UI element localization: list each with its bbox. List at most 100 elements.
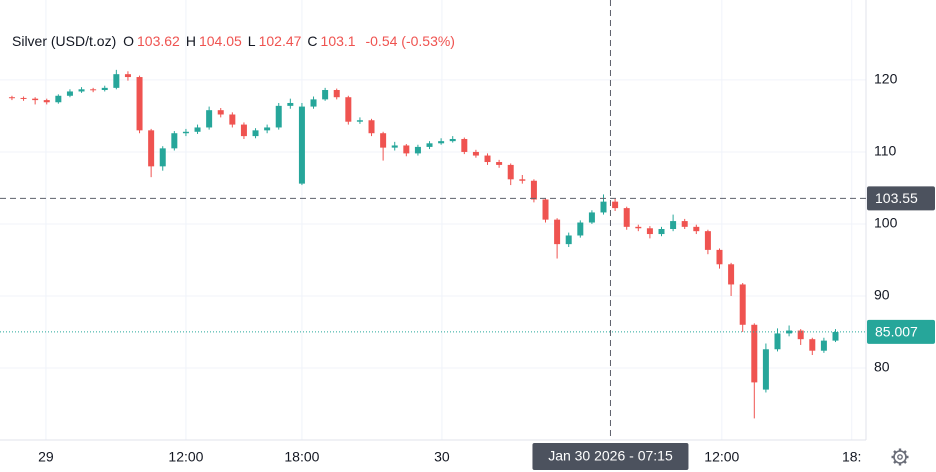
candle-body xyxy=(612,201,619,209)
crosshair-time-label: Jan 30 2026 - 07:15 xyxy=(548,448,673,464)
candle-body xyxy=(461,138,468,152)
candle-body xyxy=(635,226,642,229)
candle-body xyxy=(368,120,375,134)
candle-body xyxy=(438,141,445,144)
candle-body xyxy=(252,130,259,137)
candle-body xyxy=(658,229,665,235)
candle-body xyxy=(670,221,677,230)
candle-body xyxy=(832,331,839,341)
candle-body xyxy=(426,143,433,147)
candle-body xyxy=(159,148,166,167)
candle-body xyxy=(78,89,85,92)
x-tick-label: 12:00 xyxy=(704,449,739,465)
candle-body xyxy=(751,324,758,383)
candle-body xyxy=(809,339,816,351)
candle-body xyxy=(345,97,352,122)
legend-title: Silver (USD/t.oz) xyxy=(12,33,117,49)
candle-body xyxy=(113,74,120,88)
candle-body xyxy=(577,222,584,236)
candle-body xyxy=(229,114,236,125)
candle-body xyxy=(124,74,131,78)
candle-body xyxy=(240,124,247,137)
ohlc-key: L xyxy=(247,33,256,49)
x-tick-label: 29 xyxy=(38,449,54,465)
candle-body xyxy=(380,133,387,148)
x-tick-label: 30 xyxy=(434,449,450,465)
legend: Silver (USD/t.oz) O 103.62 H 104.05 L 102.47 C… xyxy=(12,33,461,49)
candle-body xyxy=(588,212,595,223)
candles xyxy=(8,69,839,419)
ohlc-key: H xyxy=(185,33,196,49)
candle-body xyxy=(449,138,456,142)
candle-body xyxy=(287,102,294,106)
candle-body xyxy=(356,120,363,122)
candle-body xyxy=(565,235,572,245)
candle-body xyxy=(90,89,97,91)
candle-body xyxy=(171,133,178,149)
candle-body xyxy=(623,208,630,227)
candle-body xyxy=(148,130,155,167)
candle-body xyxy=(55,95,62,103)
candle-body xyxy=(217,110,224,115)
candle-body xyxy=(496,162,503,165)
candle-body xyxy=(101,87,108,91)
candle-body xyxy=(542,199,549,220)
candle-body xyxy=(554,219,561,245)
x-tick-label: 12:00 xyxy=(168,449,203,465)
candle-body xyxy=(310,99,317,107)
candle-body xyxy=(820,340,827,351)
candle-body xyxy=(704,231,711,250)
y-tick-label: 120 xyxy=(874,71,898,87)
candle-body xyxy=(391,145,398,148)
candle-body xyxy=(194,127,201,132)
candle-body xyxy=(762,349,769,390)
x-tick-label: 18:00 xyxy=(284,449,319,465)
candle-body xyxy=(600,201,607,213)
candle-body xyxy=(264,127,271,131)
candle-body xyxy=(693,226,700,232)
candle-body xyxy=(530,180,537,200)
candle-body xyxy=(136,77,143,131)
y-tick-label: 80 xyxy=(874,359,890,375)
y-tick-label: 100 xyxy=(874,215,898,231)
ohlc-value: 104.05 xyxy=(198,33,242,49)
candle-body xyxy=(275,105,282,128)
ohlc-value: 102.47 xyxy=(258,33,302,49)
candle-body xyxy=(414,146,421,154)
candle-body xyxy=(182,131,189,134)
y-tick-label: 90 xyxy=(874,287,890,303)
y-tick-label: 110 xyxy=(874,143,897,159)
candle-body xyxy=(322,90,329,100)
settings-icon[interactable] xyxy=(891,448,909,466)
ohlc-values: O 103.62 H 104.05 L 102.47 C 103.1 xyxy=(123,33,361,49)
candle-body xyxy=(797,330,804,340)
candle-body xyxy=(403,145,410,154)
candle-body xyxy=(739,284,746,325)
candle-body xyxy=(507,164,514,180)
candle-body xyxy=(716,249,723,265)
candle-body xyxy=(20,97,27,99)
candle-body xyxy=(333,90,340,98)
ohlc-key: O xyxy=(123,33,135,49)
last-price-badge xyxy=(867,319,935,344)
change-label: -0.54 (-0.53%) xyxy=(365,33,455,49)
candle-body xyxy=(32,98,39,101)
candle-body xyxy=(298,106,305,184)
candle-body xyxy=(646,228,653,235)
crosshair-price-label: 103.55 xyxy=(875,190,918,206)
last-price-label: 85.007 xyxy=(875,324,918,340)
candle-body xyxy=(472,151,479,156)
candle-body xyxy=(519,179,526,181)
ohlc-value: 103.62 xyxy=(137,33,180,49)
candle-body xyxy=(484,155,491,163)
candle-body xyxy=(681,221,688,227)
candle-body xyxy=(66,91,73,96)
candle-body xyxy=(43,100,50,103)
candle-body xyxy=(728,264,735,285)
candle-body xyxy=(774,333,781,350)
ohlc-value: 103.1 xyxy=(320,33,356,49)
candle-body xyxy=(206,110,213,128)
x-tick-label: 18: xyxy=(842,449,861,465)
